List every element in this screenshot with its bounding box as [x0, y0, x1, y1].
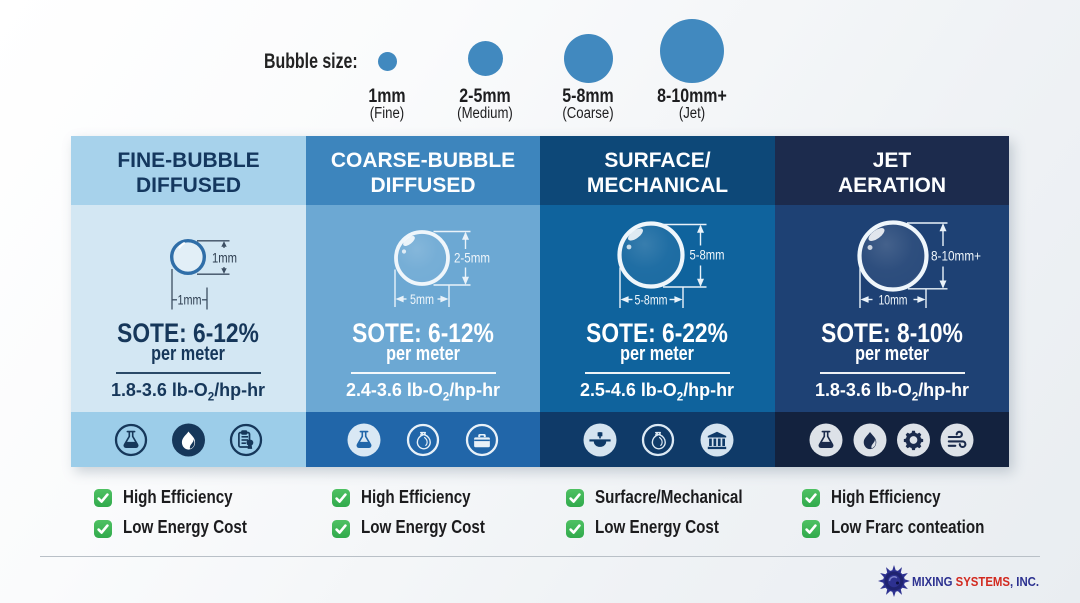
svg-text:2-5mm: 2-5mm	[454, 251, 490, 266]
svg-text:5mm: 5mm	[410, 292, 434, 307]
svg-text:1mm: 1mm	[178, 292, 202, 307]
svg-text:5-8mm: 5-8mm	[690, 248, 725, 263]
svg-text:5-8mm: 5-8mm	[635, 292, 668, 307]
svg-text:10mm: 10mm	[879, 292, 908, 307]
svg-text:1mm: 1mm	[212, 251, 237, 266]
svg-text:8-10mm+: 8-10mm+	[931, 249, 981, 264]
